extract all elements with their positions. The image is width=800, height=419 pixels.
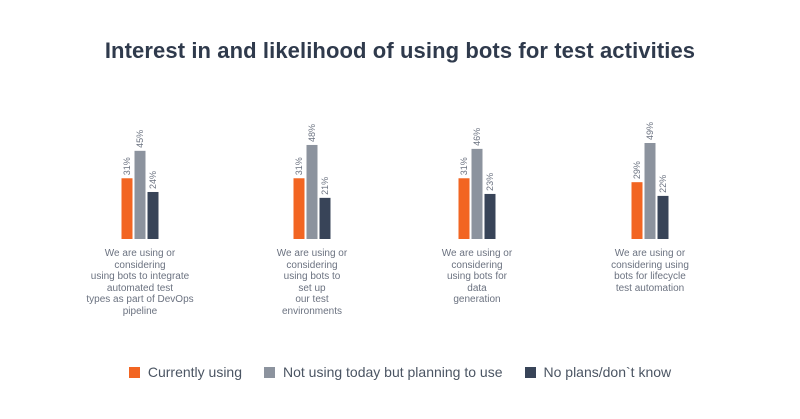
category-label-1: We are using or considering using bots t… xyxy=(86,248,194,317)
bar-currently-using-group-1 xyxy=(121,178,133,239)
bar-planning-to-use-group-2 xyxy=(306,144,318,239)
legend-item-currently-using: Currently using xyxy=(128,364,242,380)
bar-no-plans-group-2 xyxy=(319,197,331,239)
data-label-planning-to-use-group-1: 45% xyxy=(135,130,145,148)
bar-currently-using-group-4 xyxy=(631,182,643,239)
data-label-planning-to-use-group-3: 46% xyxy=(472,128,482,146)
bar-no-plans-group-1 xyxy=(147,191,159,239)
data-label-no-plans-group-3: 23% xyxy=(485,173,495,191)
legend-swatch-planning-to-use xyxy=(264,366,275,378)
legend: Currently using Not using today but plan… xyxy=(0,364,800,380)
data-label-planning-to-use-group-2: 48% xyxy=(307,124,317,142)
data-label-currently-using-group-2: 31% xyxy=(294,157,304,175)
data-label-currently-using-group-3: 31% xyxy=(459,157,469,175)
category-label-3: We are using or considering using bots f… xyxy=(441,248,513,305)
bar-currently-using-group-3 xyxy=(458,178,470,239)
data-label-planning-to-use-group-4: 49% xyxy=(645,122,655,140)
category-label-2: We are using or considering using bots t… xyxy=(276,248,348,317)
data-label-no-plans-group-4: 22% xyxy=(658,175,668,193)
legend-swatch-no-plans xyxy=(524,366,536,378)
data-label-no-plans-group-2: 21% xyxy=(320,177,330,195)
bar-currently-using-group-2 xyxy=(293,178,305,239)
bar-planning-to-use-group-4 xyxy=(644,143,656,239)
bar-no-plans-group-4 xyxy=(657,195,669,239)
category-label-4: We are using or considering using bots f… xyxy=(611,248,689,294)
bar-planning-to-use-group-3 xyxy=(471,148,483,239)
bar-planning-to-use-group-1 xyxy=(134,150,146,239)
bar-no-plans-group-3 xyxy=(484,193,496,239)
legend-swatch-currently-using xyxy=(128,366,140,378)
legend-label-currently-using: Currently using xyxy=(147,364,242,380)
data-label-currently-using-group-1: 31% xyxy=(122,157,132,175)
legend-item-planning-to-use: Not using today but planning to use xyxy=(264,364,503,380)
data-label-no-plans-group-1: 24% xyxy=(148,171,158,189)
legend-label-no-plans: No plans/don`t know xyxy=(543,364,672,380)
data-label-currently-using-group-4: 29% xyxy=(632,161,642,179)
legend-label-planning-to-use: Not using today but planning to use xyxy=(283,364,503,380)
legend-item-no-plans: No plans/don`t know xyxy=(524,364,672,380)
chart-title: Interest in and likelihood of using bots… xyxy=(104,38,696,63)
